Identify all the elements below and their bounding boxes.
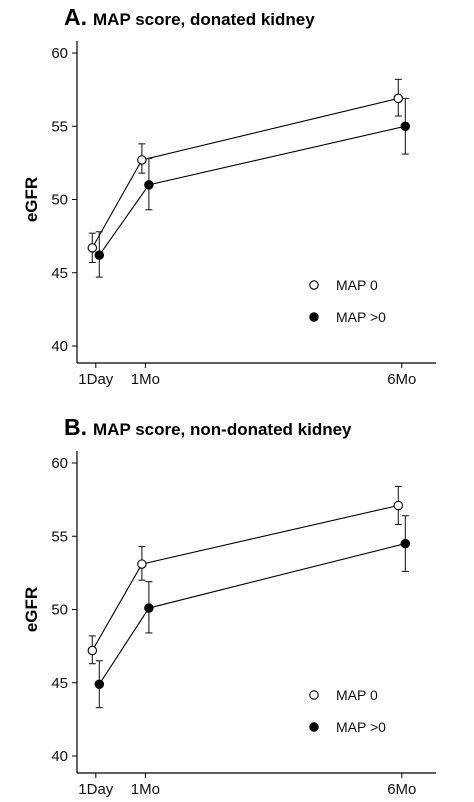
chart-b-series-1-point [400, 538, 411, 549]
chart-a-legend-label-1: MAP >0 [336, 309, 386, 325]
chart-a-y-tick-label: 40 [51, 338, 68, 355]
panel-a-title-text: MAP score, donated kidney [93, 10, 315, 29]
chart-a-series-0-point [393, 93, 404, 104]
chart-a-y-tick-label: 45 [51, 265, 68, 282]
chart-a: 40 45 50 55 60 1Day 1Mo 6Mo eGFR MAP 0 MAP >0 [22, 41, 436, 388]
chart-b-y-tick-label: 55 [51, 528, 68, 545]
chart-b: 40 45 50 55 60 1Day 1Mo 6Mo eGFR MAP 0 MAP >0 [22, 451, 436, 798]
chart-a-series-0-line [91, 97, 399, 249]
chart-a-series-0-point [137, 155, 147, 165]
panel-a-title: A. MAP score, donated kidney [64, 4, 315, 32]
chart-b-y-axis-label: eGFR [22, 587, 41, 632]
chart-a-series-1-point [94, 250, 105, 260]
chart-b-series-0-point [87, 645, 98, 656]
chart-a-series-1-point [144, 180, 154, 190]
chart-b-y-tick-label: 45 [51, 675, 68, 692]
panel-a: A. MAP score, donated kidney 40 45 50 55 60 1D… [0, 0, 474, 400]
chart-b-x-tick-label: 1Mo [131, 781, 160, 798]
chart-b-legend-label-0: MAP 0 [336, 687, 378, 703]
chart-a-legend-marker-1 [309, 312, 319, 322]
chart-b-x-tick-label: 1Day [78, 781, 114, 798]
chart-a-y-tick-label: 50 [51, 192, 68, 209]
chart-b-legend-marker-0 [309, 690, 319, 700]
chart-a-legend-label-0: MAP 0 [336, 277, 378, 293]
chart-b-x-tick-label: 6Mo [387, 781, 416, 798]
chart-a-y-tick-label: 55 [51, 118, 68, 135]
panel-a-letter: A. [64, 4, 87, 30]
chart-a-series-1-line [98, 125, 406, 256]
panel-b-letter: B. [64, 414, 87, 440]
chart-a-legend-marker-0 [309, 280, 319, 290]
chart-b-series-0-point [137, 559, 147, 569]
panel-b: B. MAP score, non-donated kidney 40 45 50 55… [0, 410, 474, 802]
chart-b-series-0-line [91, 504, 399, 651]
chart-a-series-1-point [400, 121, 411, 132]
chart-a-y-tick-label: 60 [51, 45, 68, 62]
panel-b-title-text: MAP score, non-donated kidney [93, 420, 352, 439]
chart-a-y-axis-label: eGFR [22, 177, 41, 222]
panel-b-title: B. MAP score, non-donated kidney [64, 414, 352, 442]
chart-b-legend-marker-1 [309, 722, 319, 732]
chart-b-legend-label-1: MAP >0 [336, 719, 386, 735]
chart-a-x-tick-label: 1Mo [131, 371, 160, 388]
chart-a-series-0-point [87, 243, 98, 253]
chart-b-y-tick-label: 50 [51, 602, 68, 619]
chart-b-y-tick-label: 60 [51, 455, 68, 472]
chart-b-series-1-point [94, 679, 105, 689]
chart-b-series-0-point [393, 500, 404, 511]
chart-b-y-tick-label: 40 [51, 748, 68, 765]
chart-b-series-1-point [144, 603, 154, 613]
chart-a-x-tick-label: 6Mo [387, 371, 416, 388]
chart-a-x-tick-label: 1Day [78, 371, 114, 388]
